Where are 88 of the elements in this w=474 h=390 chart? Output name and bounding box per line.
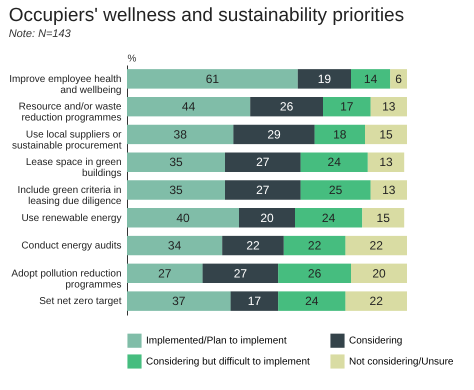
data-label: 38 (174, 127, 188, 142)
data-label: 22 (370, 238, 384, 253)
bar (314, 124, 365, 144)
bar (127, 264, 203, 284)
data-label: 26 (280, 100, 294, 114)
data-label: 27 (256, 183, 270, 197)
legend-label: Considering but difficult to implement (146, 356, 310, 368)
legend-label: Not considering/Unsure (349, 356, 454, 368)
bar (127, 180, 225, 200)
y-tick-label: Use renewable energy (21, 212, 122, 224)
data-label: 35 (169, 155, 183, 170)
legend-label: Implemented/Plan to implement (146, 336, 287, 347)
y-tick-label: Conduct energy audits (21, 240, 122, 252)
y-tick-label: Improve employee health and wellbeing (9, 74, 122, 96)
bar (225, 152, 301, 172)
bar (362, 208, 404, 228)
data-label: 27 (158, 266, 172, 280)
bar (300, 152, 368, 172)
data-label: 27 (256, 155, 270, 170)
y-tick-label: Include green criteria in leasing due diligence (18, 185, 122, 207)
data-label: 6 (395, 72, 402, 86)
chart-title: Occupiers' wellness and sustainability priorities (8, 5, 404, 26)
bar (370, 96, 407, 116)
data-label: 17 (248, 294, 262, 308)
bar (230, 291, 278, 311)
data-label: 22 (308, 238, 322, 253)
bar (239, 208, 295, 228)
bar (127, 69, 298, 89)
text: Note: N=143 (8, 28, 72, 40)
bar (370, 180, 407, 200)
data-label: 26 (308, 266, 322, 280)
data-label: 13 (382, 183, 396, 197)
data-label: 40 (176, 210, 190, 225)
data-label: 61 (206, 72, 220, 86)
bar (390, 69, 407, 89)
data-label: 24 (328, 155, 342, 170)
data-label: 14 (364, 72, 378, 86)
legend-label: Considering (349, 336, 402, 347)
data-label: 20 (372, 266, 386, 280)
bar (202, 264, 278, 284)
data-label: 24 (305, 294, 319, 308)
bar (127, 124, 234, 144)
data-label: 22 (246, 238, 260, 253)
y-tick-label: Resource and/or waste reduction programmes (18, 102, 122, 124)
y-tick-label: Lease space in green buildings (26, 157, 122, 180)
data-label: 35 (169, 183, 183, 197)
bar (278, 264, 351, 284)
data-label: 20 (260, 210, 274, 225)
data-label: 15 (376, 210, 390, 225)
bar (127, 208, 239, 228)
bar (127, 152, 225, 172)
bar (250, 96, 323, 116)
bar (351, 69, 390, 89)
data-label: 15 (379, 127, 393, 142)
data-label: 34 (168, 238, 182, 253)
bar (284, 236, 346, 256)
data-label: 25 (328, 183, 343, 197)
bar (345, 291, 407, 311)
bar (365, 124, 407, 144)
data-label: 29 (267, 127, 281, 142)
bar (295, 208, 362, 228)
bar (368, 152, 404, 172)
bar (222, 236, 284, 256)
x-axis-title: % (128, 54, 136, 64)
bar (233, 124, 315, 144)
bar (300, 180, 371, 200)
data-label: 17 (340, 100, 354, 114)
bar (351, 264, 407, 284)
bar (323, 96, 371, 116)
bar (225, 180, 301, 200)
data-label: 24 (322, 210, 336, 225)
bar (278, 291, 346, 311)
y-tick-label: Use local suppliers or sustainable procurement (12, 129, 122, 152)
y-tick-label: Adopt pollution reduction programmes (11, 268, 122, 290)
data-label: 19 (318, 72, 332, 86)
y-tick-label: Set net zero target (39, 296, 122, 308)
bar (127, 236, 222, 256)
bar (345, 236, 407, 256)
data-label: 27 (234, 266, 248, 280)
data-label: 18 (333, 127, 347, 142)
data-label: 37 (172, 294, 186, 308)
data-label: 13 (379, 155, 393, 170)
data-label: 44 (182, 100, 196, 114)
bar (127, 96, 250, 116)
bar (127, 291, 231, 311)
data-label: 22 (370, 294, 384, 308)
data-label: 13 (382, 100, 396, 114)
bar (298, 69, 351, 89)
